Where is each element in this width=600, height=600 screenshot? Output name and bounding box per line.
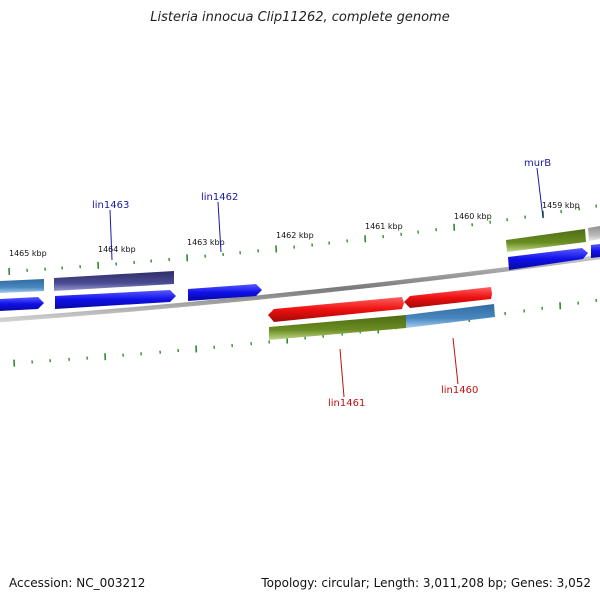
gene-arrow-left-2[interactable] [55,290,176,309]
kbp-label-1465: 1465 kbp [9,249,47,258]
gene-arrow-lin1461[interactable] [268,297,404,322]
kbp-label-1463: 1463 kbp [187,238,225,247]
outer-tick-row [8,204,597,275]
gene-block-lin1461[interactable] [269,315,406,340]
leader-line-lin1463 [109,209,113,261]
gene-block-lin1460[interactable] [406,304,495,328]
gene-label-lin1460[interactable]: lin1460 [441,385,478,396]
gene-label-lin1463[interactable]: lin1463 [92,200,129,211]
gene-arrow-left-1[interactable] [0,297,44,311]
accession-text: Accession: NC_003212 [9,576,146,590]
kbp-label-1459: 1459 kbp [542,201,580,210]
gene-arrow-lin1462[interactable] [188,284,262,301]
gene-arrow-right-edge[interactable] [591,244,600,258]
leader-line-lin1460 [452,337,459,385]
gene-arrow-lin1460[interactable] [404,287,492,308]
kbp-label-1461: 1461 kbp [365,222,403,231]
gene-block-steel-left[interactable] [0,279,44,293]
leader-line-murb [536,167,544,219]
gene-label-lin1461[interactable]: lin1461 [328,398,365,409]
kbp-label-1462: 1462 kbp [276,231,314,240]
genome-info-text: Topology: circular; Length: 3,011,208 bp… [261,576,591,590]
kbp-label-1464: 1464 kbp [98,245,136,254]
leader-line-lin1462 [217,201,222,253]
kbp-label-1460: 1460 kbp [454,212,492,221]
map-title: Listeria innocua Clip11262, complete gen… [150,10,450,25]
gene-block-murb[interactable] [506,229,586,252]
leader-line-lin1461 [339,348,345,398]
gene-label-lin1462[interactable]: lin1462 [201,192,238,203]
gene-label-murb[interactable]: murB [524,158,551,169]
gene-block-lin1463[interactable] [54,271,174,291]
gene-arrow-murb[interactable] [508,248,588,270]
gene-block-gray-right[interactable] [588,226,600,241]
